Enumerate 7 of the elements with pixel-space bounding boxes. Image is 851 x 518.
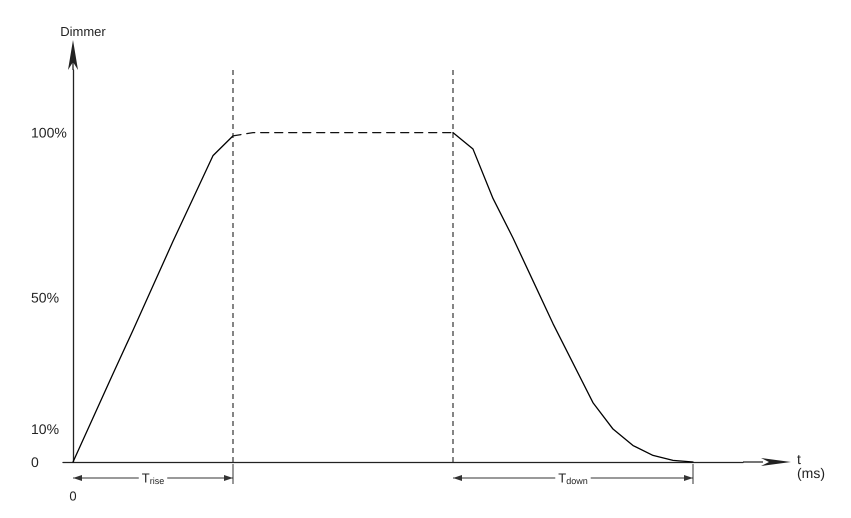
y-axis-title: Dimmer <box>60 24 106 39</box>
y-tick-label: 100% <box>31 124 67 141</box>
text: 0 <box>69 488 77 504</box>
y-tick-label: 10% <box>31 421 60 438</box>
y-tick-label: 0 <box>31 454 39 470</box>
y-tick-label: 50% <box>31 289 60 306</box>
x-axis-title: t (ms) <box>797 451 825 481</box>
